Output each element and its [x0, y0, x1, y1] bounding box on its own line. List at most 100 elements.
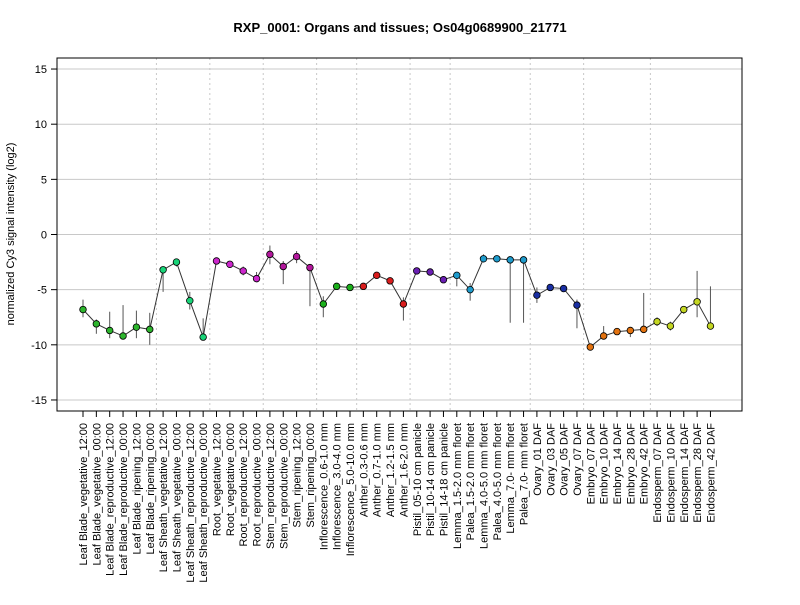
data-point	[693, 298, 701, 306]
x-tick-label: Inflorescence_0.6-1.0 mm	[318, 423, 330, 550]
x-tick-label: Inflorescence_3.0-4.0 mm	[332, 423, 344, 550]
data-point	[306, 263, 314, 272]
data-point	[146, 325, 154, 334]
data-point	[506, 256, 514, 264]
x-tick-label: Lemma_4.0-5.0 mm floret	[479, 423, 491, 549]
data-point	[426, 268, 434, 276]
data-point	[493, 255, 501, 263]
data-point	[586, 343, 594, 351]
x-tick-label: Stem_ripening_12:00	[292, 423, 304, 528]
data-point	[346, 283, 354, 292]
x-tick-label: Ovary_05 DAF	[559, 423, 571, 496]
x-tick-label: Inflorescence_5.0-10.0 mm	[345, 423, 357, 556]
data-point	[706, 322, 715, 330]
x-tick-label: Leaf Sheath_reproductive_12:00	[185, 423, 197, 583]
data-point	[159, 266, 167, 274]
data-point	[292, 252, 301, 261]
x-axis: Leaf Blade_vegetative_12:00 Leaf Blade_ve…	[78, 411, 717, 583]
data-point	[92, 320, 101, 328]
data-point	[466, 285, 474, 294]
x-tick-label: Anther_0.7-1.0 mm	[372, 423, 384, 517]
x-tick-label: Lemma_1.5-2.0 mm floret	[452, 423, 464, 549]
data-point	[453, 271, 461, 280]
data-point	[279, 262, 287, 271]
x-tick-label: Ovary_03 DAF	[545, 423, 557, 496]
x-tick-label: Pistil_10-14 cm panicle	[425, 423, 437, 536]
x-tick-label: Leaf Blade_reproductive_00:00	[118, 423, 130, 576]
x-tick-label: Leaf Blade_vegetative_00:00	[91, 423, 103, 566]
data-point	[519, 256, 528, 264]
data-point	[533, 291, 541, 299]
x-tick-label: Ovary_07 DAF	[572, 423, 584, 496]
data-point	[172, 258, 181, 266]
data-point	[79, 305, 87, 314]
x-tick-label: Stem_reproductive_12:00	[265, 423, 277, 549]
x-tick-label: Stem_ripening_00:00	[305, 423, 317, 528]
y-axis: -15 -10 -5 0 5 10 15	[31, 64, 57, 407]
data-point	[199, 333, 207, 341]
data-point	[599, 332, 608, 340]
data-point	[319, 300, 327, 308]
y-tick-label: -5	[37, 285, 47, 297]
x-tick-label: Stem_reproductive_00:00	[278, 423, 290, 549]
x-tick-label: Root_vegetative_12:00	[212, 423, 224, 536]
x-tick-label: Lemma_7.0- mm floret	[505, 423, 517, 534]
y-tick-label: -15	[31, 395, 47, 407]
data-points	[79, 250, 715, 351]
data-point	[546, 283, 554, 292]
x-tick-label: Root_vegetative_00:00	[225, 423, 237, 536]
x-tick-label: Leaf Blade_ripening_12:00	[131, 423, 143, 555]
y-tick-label: -10	[31, 340, 47, 352]
data-point	[439, 276, 448, 284]
data-point	[252, 274, 261, 283]
x-tick-label: Palea_1.5-2.0 mm floret	[465, 423, 477, 540]
data-point	[666, 322, 675, 330]
x-tick-label: Pistil_14-18 cm panicle	[438, 423, 450, 536]
x-tick-label: Ovary_01 DAF	[532, 423, 544, 496]
data-point	[626, 326, 635, 335]
x-tick-label: Palea_4.0-5.0 mm floret	[492, 423, 504, 540]
data-point	[119, 332, 127, 340]
data-point	[105, 326, 114, 335]
x-tick-label: Embryo_10 DAF	[599, 423, 611, 505]
x-tick-label: Embryo_14 DAF	[612, 423, 624, 505]
x-tick-label: Anther_1.2-1.5 mm	[385, 423, 397, 517]
x-tick-label: Endosperm_07 DAF	[652, 423, 664, 523]
data-point	[239, 267, 247, 275]
data-point	[413, 267, 421, 275]
data-point	[226, 260, 234, 268]
x-tick-label: Endosperm_28 DAF	[692, 423, 704, 523]
x-tick-label: Endosperm_10 DAF	[665, 423, 677, 523]
y-axis-label: normalized Cy3 signal intensity (log2)	[5, 143, 17, 326]
x-tick-label: Leaf Sheath_vegetative_12:00	[158, 423, 170, 572]
x-tick-label: Embryo_42 DAF	[639, 423, 651, 505]
x-tick-label: Leaf Sheath_vegetative_00:00	[171, 423, 183, 572]
data-point	[359, 282, 368, 291]
x-tick-label: Leaf Blade_vegetative_12:00	[78, 423, 90, 566]
x-tick-label: Embryo_07 DAF	[585, 423, 597, 505]
x-tick-label: Root_reproductive_00:00	[252, 423, 264, 547]
data-point	[332, 282, 341, 291]
data-point	[386, 277, 394, 285]
data-point	[132, 323, 141, 331]
x-tick-label: Pistil_05-10 cm panicle	[412, 423, 424, 536]
data-point	[680, 305, 688, 314]
chart-title: RXP_0001: Organs and tissues; Os04g06899…	[233, 20, 567, 35]
x-tick-label: Root_reproductive_12:00	[238, 423, 250, 547]
data-point	[640, 325, 648, 334]
group-separators	[155, 58, 651, 411]
gridlines	[57, 68, 742, 401]
y-tick-label: 0	[41, 230, 47, 242]
y-tick-label: 15	[35, 64, 47, 76]
data-point	[212, 257, 221, 265]
x-tick-label: Leaf Blade_reproductive_12:00	[105, 423, 117, 576]
x-tick-label: Leaf Sheath_reproductive_00:00	[198, 423, 210, 583]
data-point	[399, 300, 408, 308]
x-tick-label: Leaf Blade_ripening_00:00	[145, 423, 157, 555]
data-point	[479, 255, 488, 263]
x-tick-label: Anther_0.3-0.6 mm	[358, 423, 370, 517]
data-point	[653, 317, 661, 326]
data-point	[266, 250, 274, 259]
